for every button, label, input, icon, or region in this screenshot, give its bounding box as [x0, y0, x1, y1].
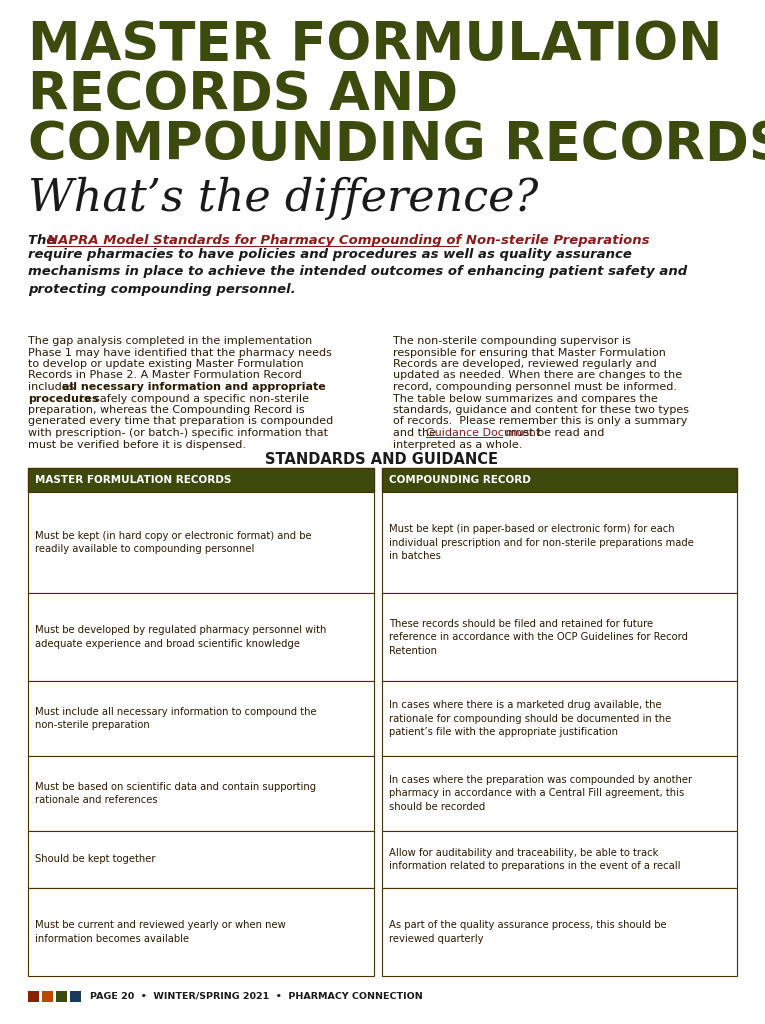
Text: Must be kept (in hard copy or electronic format) and be
readily available to com: Must be kept (in hard copy or electronic…: [35, 530, 311, 554]
FancyBboxPatch shape: [28, 756, 374, 830]
Text: Should be kept together: Should be kept together: [35, 854, 155, 864]
Text: Phase 1 may have identified that the pharmacy needs: Phase 1 may have identified that the pha…: [28, 347, 332, 357]
Text: RECORDS AND: RECORDS AND: [28, 69, 458, 121]
Text: procedures: procedures: [28, 393, 99, 403]
Text: The gap analysis completed in the implementation: The gap analysis completed in the implem…: [28, 336, 312, 346]
FancyBboxPatch shape: [382, 756, 737, 830]
FancyBboxPatch shape: [382, 593, 737, 681]
Text: generated every time that preparation is compounded: generated every time that preparation is…: [28, 417, 334, 427]
FancyBboxPatch shape: [28, 830, 374, 888]
Text: PAGE 20  •  WINTER/SPRING 2021  •  PHARMACY CONNECTION: PAGE 20 • WINTER/SPRING 2021 • PHARMACY …: [90, 991, 423, 1000]
Text: preparation, whereas the Compounding Record is: preparation, whereas the Compounding Rec…: [28, 406, 304, 415]
Text: must be verified before it is dispensed.: must be verified before it is dispensed.: [28, 439, 246, 450]
FancyBboxPatch shape: [28, 888, 374, 976]
Text: Guidance Document: Guidance Document: [426, 428, 540, 438]
Text: standards, guidance and content for these two types: standards, guidance and content for thes…: [393, 406, 689, 415]
Text: STANDARDS AND GUIDANCE: STANDARDS AND GUIDANCE: [265, 452, 499, 467]
Text: NAPRA Model Standards for Pharmacy Compounding of Non-sterile Preparations: NAPRA Model Standards for Pharmacy Compo…: [47, 234, 649, 247]
Text: Must be current and reviewed yearly or when new
information becomes available: Must be current and reviewed yearly or w…: [35, 921, 286, 944]
Text: In cases where the preparation was compounded by another
pharmacy in accordance : In cases where the preparation was compo…: [389, 775, 692, 812]
Text: of records.  Please remember this is only a summary: of records. Please remember this is only…: [393, 417, 688, 427]
Text: updated as needed. When there are changes to the: updated as needed. When there are change…: [393, 371, 682, 381]
Text: responsible for ensuring that Master Formulation: responsible for ensuring that Master For…: [393, 347, 666, 357]
Text: MASTER FORMULATION RECORDS: MASTER FORMULATION RECORDS: [35, 475, 231, 485]
FancyBboxPatch shape: [382, 468, 737, 492]
Text: Must include all necessary information to compound the
non-sterile preparation: Must include all necessary information t…: [35, 707, 317, 730]
Text: and the: and the: [393, 428, 440, 438]
FancyBboxPatch shape: [382, 830, 737, 888]
Text: Must be based on scientific data and contain supporting
rationale and references: Must be based on scientific data and con…: [35, 781, 316, 805]
FancyBboxPatch shape: [28, 681, 374, 756]
Text: MASTER FORMULATION: MASTER FORMULATION: [28, 19, 722, 71]
Text: record, compounding personnel must be informed.: record, compounding personnel must be in…: [393, 382, 677, 392]
FancyBboxPatch shape: [28, 593, 374, 681]
FancyBboxPatch shape: [70, 990, 81, 1001]
FancyBboxPatch shape: [42, 990, 53, 1001]
Text: The non-sterile compounding supervisor is: The non-sterile compounding supervisor i…: [393, 336, 631, 346]
Text: Records in Phase 2. A Master Formulation Record: Records in Phase 2. A Master Formulation…: [28, 371, 302, 381]
Text: Must be kept (in paper-based or electronic form) for each
individual prescriptio: Must be kept (in paper-based or electron…: [389, 524, 694, 561]
Text: Records are developed, reviewed regularly and: Records are developed, reviewed regularl…: [393, 359, 656, 369]
Text: includes: includes: [28, 382, 78, 392]
FancyBboxPatch shape: [382, 492, 737, 593]
Text: require pharmacies to have policies and procedures as well as quality assurance
: require pharmacies to have policies and …: [28, 248, 687, 296]
Text: to safely compound a specific non-sterile: to safely compound a specific non-steril…: [76, 393, 309, 403]
FancyBboxPatch shape: [56, 990, 67, 1001]
Text: These records should be filed and retained for future
reference in accordance wi: These records should be filed and retain…: [389, 618, 688, 655]
FancyBboxPatch shape: [382, 681, 737, 756]
Text: must be read and: must be read and: [503, 428, 605, 438]
Text: to develop or update existing Master Formulation: to develop or update existing Master For…: [28, 359, 304, 369]
Text: Allow for auditability and traceability, be able to track
information related to: Allow for auditability and traceability,…: [389, 848, 681, 871]
Text: with prescription- (or batch-) specific information that: with prescription- (or batch-) specific …: [28, 428, 328, 438]
Text: interpreted as a whole.: interpreted as a whole.: [393, 439, 522, 450]
Text: In cases where there is a marketed drug available, the
rationale for compounding: In cases where there is a marketed drug …: [389, 700, 671, 737]
Text: Must be developed by regulated pharmacy personnel with
adequate experience and b: Must be developed by regulated pharmacy …: [35, 626, 327, 649]
FancyBboxPatch shape: [28, 990, 39, 1001]
Text: COMPOUNDING RECORDS:: COMPOUNDING RECORDS:: [28, 119, 765, 171]
FancyBboxPatch shape: [28, 468, 374, 492]
FancyBboxPatch shape: [28, 492, 374, 593]
Text: COMPOUNDING RECORD: COMPOUNDING RECORD: [389, 475, 531, 485]
Text: The table below summarizes and compares the: The table below summarizes and compares …: [393, 393, 658, 403]
Text: As part of the quality assurance process, this should be
reviewed quarterly: As part of the quality assurance process…: [389, 921, 666, 944]
Text: The: The: [28, 234, 60, 247]
Text: What’s the difference?: What’s the difference?: [28, 177, 539, 220]
FancyBboxPatch shape: [382, 888, 737, 976]
Text: all necessary information and appropriate: all necessary information and appropriat…: [62, 382, 326, 392]
